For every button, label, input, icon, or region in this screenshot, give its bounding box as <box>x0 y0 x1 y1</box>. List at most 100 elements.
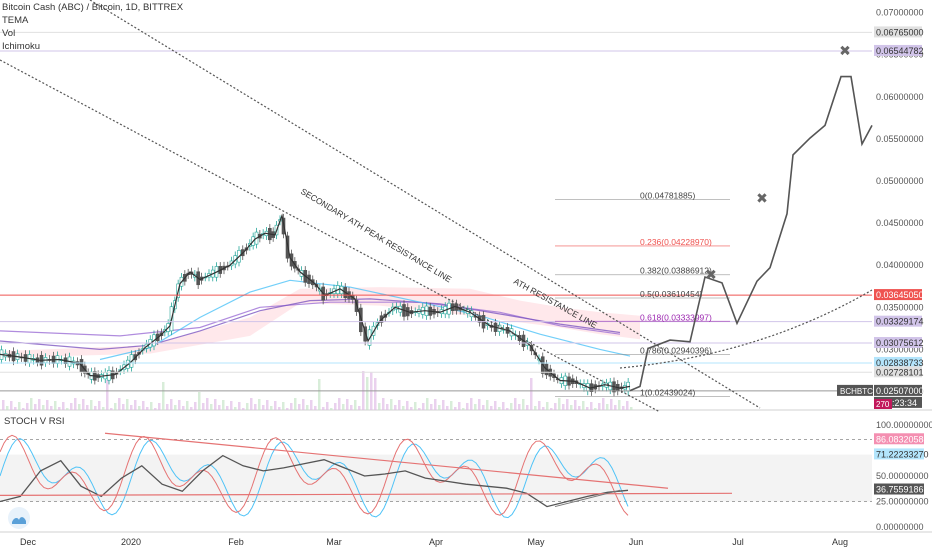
volume-bar <box>450 401 453 410</box>
volume-bar <box>498 407 501 410</box>
volume-bar <box>446 406 449 410</box>
volume-bar <box>162 382 165 410</box>
volume-bar <box>558 398 561 410</box>
volume-bar <box>398 400 401 410</box>
indicator-ichimoku[interactable]: Ichimoku <box>2 41 41 52</box>
projection-cross-marker: ✖ <box>756 190 768 206</box>
price-level-badge[interactable] <box>874 289 922 301</box>
time-axis-tick-label: Aug <box>832 537 848 547</box>
price-axis-tick-label: 0.06000000 <box>876 92 924 102</box>
osc-axis-tick-label: 0.00000000 <box>876 522 924 532</box>
volume-bar <box>110 408 113 410</box>
indicator-tema[interactable]: TEMA <box>2 15 29 26</box>
volume-bar <box>318 379 321 410</box>
osc-rising-trendline <box>554 489 621 508</box>
price-level-badge[interactable] <box>874 337 922 349</box>
volume-bar <box>106 380 109 410</box>
volume-bar <box>342 404 345 410</box>
price-level-badge[interactable] <box>874 366 922 378</box>
volume-bar <box>574 400 577 410</box>
price-level-badge[interactable] <box>874 356 922 368</box>
volume-bar <box>214 399 217 410</box>
price-level-badge[interactable] <box>874 26 922 38</box>
indicator-vol[interactable]: Vol <box>2 28 16 39</box>
price-level-badge-label: 0.06765000 <box>876 27 924 37</box>
fib-level-label: 0.618(0.03333997) <box>640 312 712 322</box>
osc-level-badge[interactable] <box>874 448 924 460</box>
volume-bar <box>14 407 17 410</box>
symbol-title[interactable]: Bitcoin Cash (ABC) / Bitcoin, 1D, BITTRE… <box>2 2 184 13</box>
osc-level-badge[interactable] <box>874 483 924 495</box>
volume-bar <box>190 407 193 410</box>
volume-bar <box>114 403 117 410</box>
volume-bar <box>146 407 149 410</box>
volume-bar <box>286 408 289 410</box>
volume-bar <box>26 403 29 410</box>
tradingview-logo-icon[interactable] <box>8 507 30 529</box>
volume-bar <box>402 406 405 410</box>
volume-bar <box>506 408 509 410</box>
symbol-tag[interactable] <box>837 384 873 396</box>
time-axis-tick-label: Apr <box>429 537 443 547</box>
volume-bar <box>246 403 249 410</box>
volume-bar <box>326 402 329 410</box>
volume-bar <box>410 407 413 410</box>
volume-bar <box>270 406 273 410</box>
price-level-badge[interactable] <box>874 44 922 56</box>
volume-bar <box>474 404 477 410</box>
countdown-label: 05:23:34 <box>882 398 917 408</box>
osc-support-line <box>0 492 733 496</box>
volume-bar <box>42 405 45 410</box>
volume-bar <box>250 398 253 410</box>
volume-bar <box>346 399 349 410</box>
volume-bar <box>198 392 201 410</box>
volume-bar <box>338 398 341 410</box>
price-level-badge[interactable] <box>874 315 922 327</box>
volume-bar <box>74 398 77 410</box>
candle-body <box>359 307 363 333</box>
time-axis-tick-label: Dec <box>20 537 37 547</box>
ath-resistance-trendline <box>0 59 661 413</box>
osc-axis-tick-label: 50.00000000 <box>876 471 929 481</box>
fib-level-label: 0.382(0.03886912) <box>640 266 712 276</box>
volume-bar <box>230 401 233 410</box>
volume-bar <box>122 404 125 410</box>
volume-bar <box>386 404 389 410</box>
volume-bar <box>602 398 605 410</box>
volume-bar <box>2 400 5 410</box>
time-axis-tick-label: Jun <box>629 537 644 547</box>
volume-bar <box>34 404 37 410</box>
volume-bar <box>494 401 497 410</box>
volume-badge[interactable] <box>874 399 892 409</box>
volume-bar <box>390 399 393 410</box>
volume-bar <box>62 402 65 410</box>
volume-bar <box>314 406 317 410</box>
price-level-badge[interactable] <box>874 384 922 396</box>
volume-bar <box>458 402 461 410</box>
volume-bar <box>70 403 73 410</box>
volume-bar <box>150 402 153 410</box>
countdown-badge[interactable] <box>874 396 922 408</box>
volume-bar <box>470 398 473 410</box>
volume-bar <box>222 400 225 410</box>
volume-bar <box>374 378 377 410</box>
volume-bar <box>66 408 69 410</box>
indicator-stoch-rsi[interactable]: STOCH V RSI <box>4 416 65 427</box>
volume-bar <box>290 403 293 410</box>
volume-bar <box>194 402 197 410</box>
annotation-secondary-ath-peak-resistance: SECONDARY ATH PEAK RESISTANCE LINE <box>299 186 454 284</box>
volume-bar <box>570 405 573 410</box>
volume-bar <box>134 400 137 410</box>
price-axis-tick-label: 0.07000000 <box>876 8 924 18</box>
time-axis-tick-label: May <box>527 537 545 547</box>
volume-bar <box>478 399 481 410</box>
volume-bar <box>238 402 241 410</box>
osc-axis-tick-label: 25.00000000 <box>876 496 929 506</box>
volume-bar <box>422 403 425 410</box>
tema-line <box>0 213 631 389</box>
fib-level-label: 1(0.02439024) <box>640 388 695 398</box>
osc-level-badge[interactable] <box>874 433 924 445</box>
volume-bar <box>226 406 229 410</box>
price-axis-tick-label: 0.04500000 <box>876 218 924 228</box>
